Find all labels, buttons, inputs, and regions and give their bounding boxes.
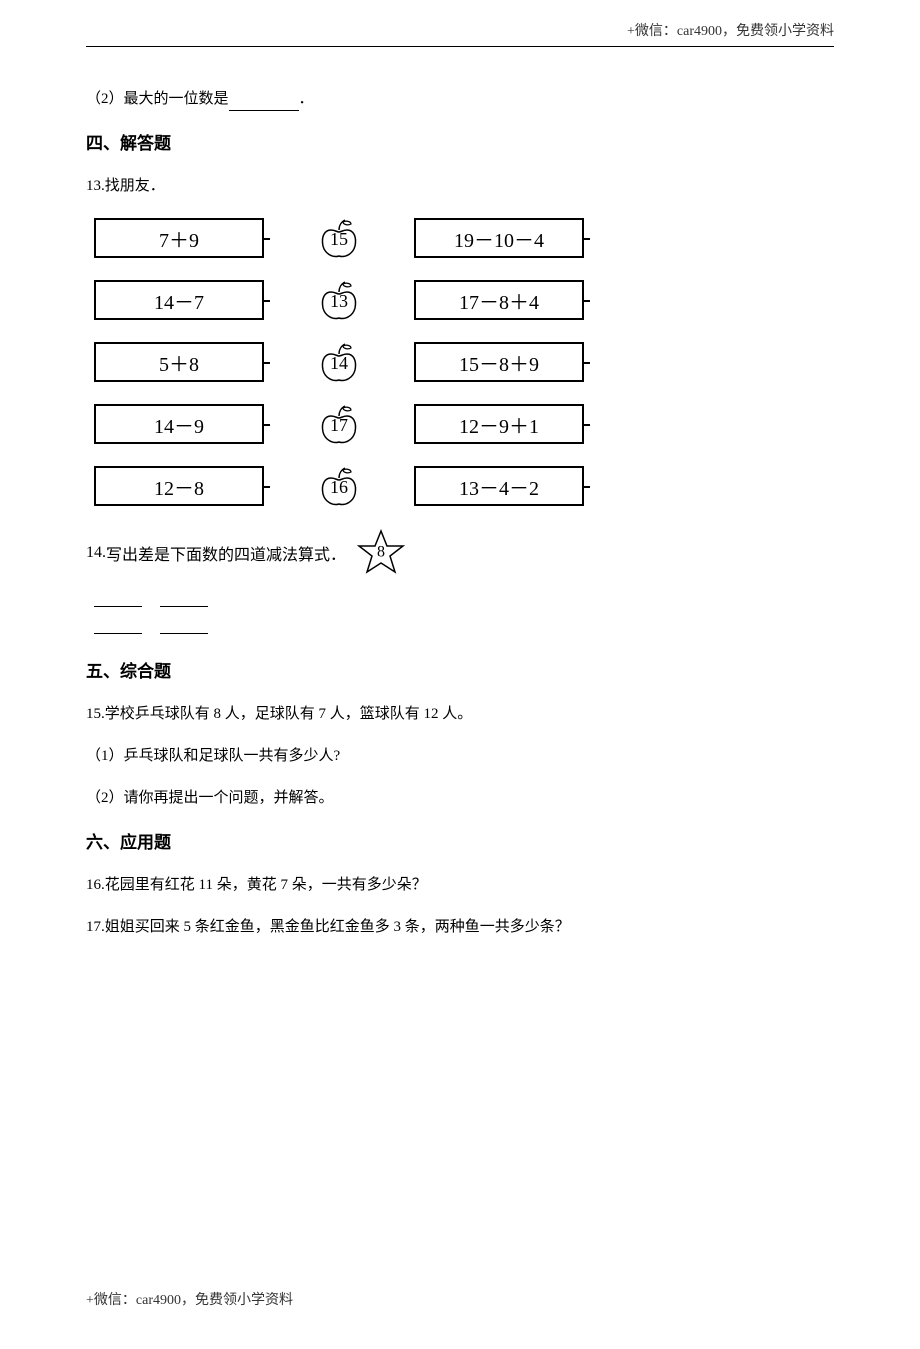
q15-part2-label: （2） (86, 790, 124, 806)
expr-box-left: 14－7 (94, 280, 264, 320)
q13-number: 13. (86, 178, 105, 194)
star-wrap: 8 (356, 528, 406, 578)
apple-wrap: 16 (294, 464, 384, 508)
footer-text: +微信：car4900，免费领小学资料 (86, 1293, 293, 1308)
q17-prompt: 17.姐姐买回来 5 条红金鱼，黑金鱼比红金鱼多 3 条，两种鱼一共多少条？ (86, 915, 834, 939)
q15-part1-text: 乒乓球队和足球队一共有多少人? (124, 748, 341, 764)
matching-row: 12－8 16 13－4－2 (94, 464, 834, 508)
blank (160, 593, 208, 607)
q15-part2: （2）请你再提出一个问题，并解答。 (86, 786, 834, 810)
q14-number: 14. (86, 544, 106, 562)
q12-line: （2）最大的一位数是 ． (86, 87, 834, 111)
q13-matching: 7＋9 15 19－10－4 14－7 13 17－8＋4 5＋8 14 15－… (94, 216, 834, 508)
q16-number: 16. (86, 877, 105, 893)
apple-wrap: 15 (294, 216, 384, 260)
blank (94, 593, 142, 607)
q16-prompt: 16.花园里有红花 11 朵，黄花 7 朵，一共有多少朵？ (86, 873, 834, 897)
apple-wrap: 17 (294, 402, 384, 446)
expr-box-right: 17－8＋4 (414, 280, 584, 320)
q12-label: （2） (86, 91, 124, 107)
q17-text: 姐姐买回来 5 条红金鱼，黑金鱼比红金鱼多 3 条，两种鱼一共多少条？ (105, 919, 570, 935)
blank (94, 620, 142, 634)
apple-icon: 16 (317, 464, 361, 508)
page-footer: +微信：car4900，免费领小学资料 (86, 1289, 834, 1309)
apple-number: 14 (330, 353, 348, 374)
q15-part2-text: 请你再提出一个问题，并解答。 (124, 790, 334, 806)
apple-icon: 14 (317, 340, 361, 384)
q12-suffix: ． (299, 91, 314, 107)
page-header: +微信：car4900，免费领小学资料 (86, 20, 834, 47)
expr-box-left: 7＋9 (94, 218, 264, 258)
matching-row: 14－9 17 12－9＋1 (94, 402, 834, 446)
apple-number: 16 (330, 477, 348, 498)
q14-prompt: 14.写出差是下面数的四道减法算式． 8 (86, 528, 834, 578)
apple-number: 15 (330, 229, 348, 250)
matching-row: 7＋9 15 19－10－4 (94, 216, 834, 260)
q12-text: 最大的一位数是 (124, 91, 229, 107)
q12-blank (229, 95, 299, 111)
expr-box-left: 14－9 (94, 404, 264, 444)
q15-prompt: 15.学校乒乓球队有 8 人，足球队有 7 人，篮球队有 12 人。 (86, 702, 834, 726)
header-text: +微信：car4900，免费领小学资料 (627, 24, 834, 39)
expr-box-right: 12－9＋1 (414, 404, 584, 444)
q14-blanks-row2 (94, 620, 834, 639)
matching-row: 14－7 13 17－8＋4 (94, 278, 834, 322)
q15-part1-label: （1） (86, 748, 124, 764)
expr-box-left: 5＋8 (94, 342, 264, 382)
q14-text: 写出差是下面数的四道减法算式． (106, 541, 346, 565)
q15-part1: （1）乒乓球队和足球队一共有多少人? (86, 744, 834, 768)
blank (160, 620, 208, 634)
expr-box-left: 12－8 (94, 466, 264, 506)
q15-number: 15. (86, 706, 105, 722)
apple-number: 17 (330, 415, 348, 436)
expr-box-right: 15－8＋9 (414, 342, 584, 382)
matching-row: 5＋8 14 15－8＋9 (94, 340, 834, 384)
apple-icon: 17 (317, 402, 361, 446)
apple-wrap: 14 (294, 340, 384, 384)
q17-number: 17. (86, 919, 105, 935)
expr-box-right: 13－4－2 (414, 466, 584, 506)
star-number: 8 (377, 544, 385, 562)
expr-box-right: 19－10－4 (414, 218, 584, 258)
q13-text: 找朋友． (105, 178, 165, 194)
apple-wrap: 13 (294, 278, 384, 322)
q15-text: 学校乒乓球队有 8 人，足球队有 7 人，篮球队有 12 人。 (105, 706, 473, 722)
q13-prompt: 13.找朋友． (86, 174, 834, 198)
q14-blanks-row1 (94, 593, 834, 612)
apple-icon: 13 (317, 278, 361, 322)
section6-title: 六、应用题 (86, 828, 834, 853)
section5-title: 五、综合题 (86, 657, 834, 682)
q16-text: 花园里有红花 11 朵，黄花 7 朵，一共有多少朵？ (105, 877, 427, 893)
apple-icon: 15 (317, 216, 361, 260)
star-icon: 8 (356, 528, 406, 578)
section4-title: 四、解答题 (86, 129, 834, 154)
apple-number: 13 (330, 291, 348, 312)
